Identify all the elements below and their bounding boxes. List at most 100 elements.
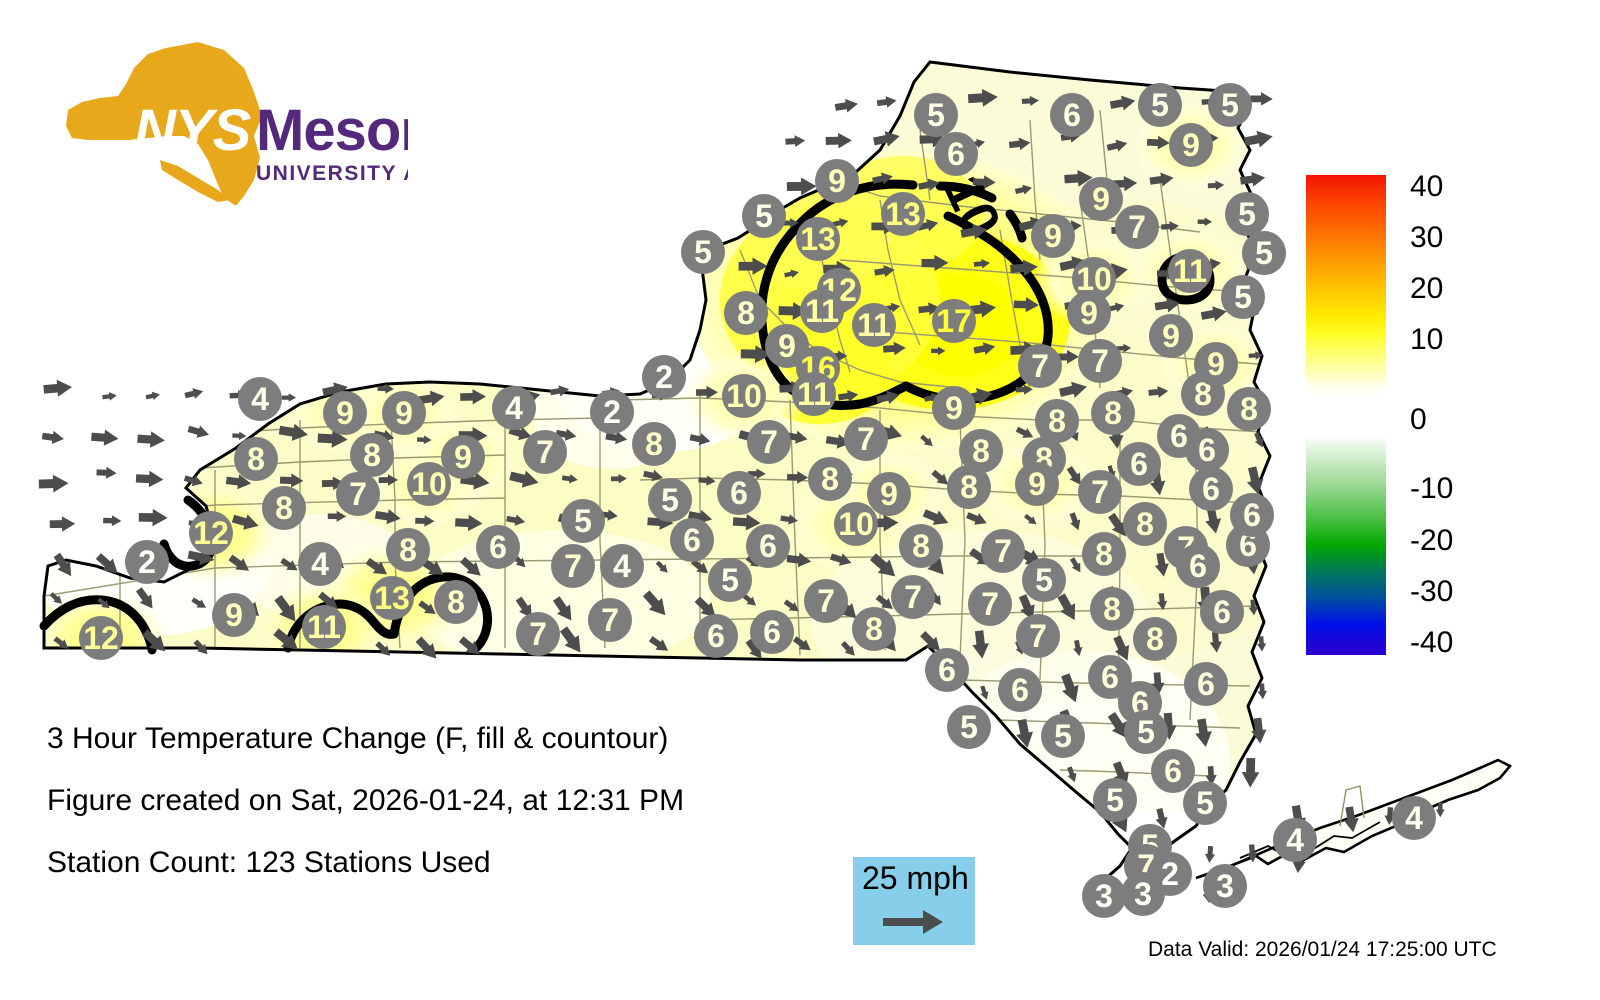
station-circle: [925, 648, 969, 692]
station-circle: [125, 540, 169, 584]
station-value: 10: [1076, 261, 1112, 297]
logo-mesonet-text: Mesonet: [256, 98, 408, 163]
wind-arrow: [375, 641, 391, 656]
station-value: 8: [912, 528, 930, 564]
wind-arrow: [515, 596, 532, 618]
wind-arrow: [783, 599, 799, 612]
station-marker: 7: [1018, 344, 1062, 388]
wind-arrow: [1151, 672, 1165, 695]
station-marker: 6: [1151, 749, 1195, 793]
station-circle: [1225, 192, 1269, 236]
station-marker: 8: [262, 486, 306, 530]
wind-arrow: [137, 431, 165, 448]
station-value: 7: [529, 616, 547, 652]
station-value: 7: [857, 421, 875, 457]
station-circle: [407, 462, 451, 506]
colorbar-label-minus10: -10: [1410, 471, 1454, 505]
station-value: 9: [336, 395, 354, 431]
station-marker: 11: [800, 289, 844, 333]
wind-arrow: [561, 474, 578, 484]
station-marker: 8: [1227, 387, 1271, 431]
wind-arrow: [373, 429, 395, 442]
wind-arrow: [1010, 259, 1038, 277]
logo-subtitle: UNIVERSITY AT ALBANY: [256, 162, 408, 185]
wind-arrow: [1195, 718, 1212, 747]
station-circle: [1123, 502, 1167, 546]
wind-arrow: [41, 430, 64, 444]
station-circle: [1016, 614, 1060, 658]
wind-arrow: [825, 132, 852, 149]
station-marker: 6: [1189, 467, 1233, 511]
wind-arrow: [280, 557, 298, 571]
station-value: 9: [1182, 127, 1200, 163]
station-value: 2: [1161, 856, 1179, 892]
logo-nys-text: NYS: [134, 98, 252, 163]
wind-arrow: [49, 516, 76, 532]
wind-arrow: [418, 600, 436, 615]
wind-arrow: [647, 514, 674, 530]
station-marker: 7: [844, 417, 888, 461]
station-circle: [1088, 655, 1132, 699]
wind-arrow: [1250, 92, 1273, 106]
wind-arrow: [690, 558, 709, 574]
wind-arrow: [1073, 639, 1083, 657]
station-circle: [981, 529, 1025, 573]
station-marker: 5: [681, 230, 725, 274]
station-value: 6: [1011, 672, 1029, 708]
wind-arrow: [920, 631, 941, 651]
station-circle: [1151, 749, 1195, 793]
station-value: 5: [755, 198, 773, 234]
colorbar: 40 30 20 10 0 -10 -20 -30 -40: [1306, 170, 1576, 659]
station-marker: 4: [600, 544, 644, 588]
station-marker: 8: [1123, 502, 1167, 546]
wind-arrow: [931, 469, 949, 485]
station-marker: 12: [79, 616, 123, 660]
wind-arrow: [786, 177, 817, 196]
station-value: 7: [1031, 348, 1049, 384]
station-marker: 6: [998, 668, 1042, 712]
wind-arrow: [1108, 512, 1126, 537]
station-value: 7: [904, 579, 922, 615]
station-marker: 11: [792, 372, 836, 416]
wind-arrow: [279, 473, 304, 488]
colorbar-label-10: 10: [1410, 323, 1444, 357]
station-marker: 17: [932, 299, 976, 343]
station-value: 6: [1101, 659, 1119, 695]
wind-arrow: [917, 219, 939, 232]
station-value: 11: [307, 609, 341, 645]
figure-created-text: Figure created on Sat, 2026-01-24, at 12…: [47, 784, 685, 817]
wind-arrow: [321, 476, 345, 491]
station-marker: 12: [189, 511, 233, 555]
wind-arrow: [689, 433, 711, 446]
wind-arrow: [1015, 640, 1024, 655]
wind-arrow: [966, 512, 987, 525]
wind-arrow: [102, 392, 117, 401]
station-circle: [648, 478, 692, 522]
station-marker: 5: [914, 93, 958, 137]
station-value: 5: [960, 709, 978, 745]
station-circle: [1138, 83, 1182, 127]
station-value: 6: [938, 652, 956, 688]
station-circle: [815, 159, 859, 203]
station-marker: 10: [722, 374, 766, 418]
station-marker: 6: [717, 471, 761, 515]
colorbar-label-0: 0: [1410, 403, 1427, 436]
wind-arrow: [91, 429, 119, 446]
station-marker: 9: [867, 472, 911, 516]
wind-arrow: [876, 96, 897, 108]
station-marker: 2: [642, 355, 686, 399]
wind-arrow: [1239, 171, 1266, 187]
wind-arrow: [138, 508, 168, 527]
station-value: 6: [1063, 97, 1081, 133]
wind-arrow: [598, 509, 618, 521]
station-value: 9: [1044, 218, 1062, 254]
station-circle: [1194, 342, 1238, 386]
station-value: 6: [1243, 497, 1261, 533]
station-value: 5: [1221, 87, 1239, 123]
station-marker: 7: [804, 579, 848, 623]
station-marker: 8: [852, 607, 896, 651]
wind-arrow: [1015, 384, 1033, 395]
station-value: 9: [1207, 346, 1225, 382]
wind-arrow: [228, 554, 249, 571]
